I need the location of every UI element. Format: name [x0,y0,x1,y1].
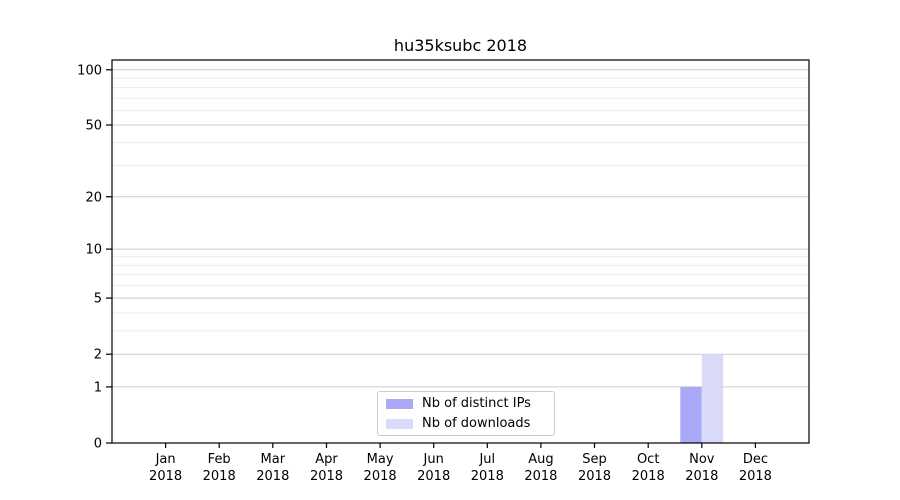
x-tick-label-month: Feb [208,452,231,467]
x-tick-label-year: 2018 [256,469,289,484]
x-tick-label-year: 2018 [310,469,343,484]
x-tick-label-year: 2018 [149,469,182,484]
legend-swatch-distinct-ips [386,398,413,409]
x-tick-label-month: Dec [743,452,768,467]
x-tick-label-month: Apr [315,452,338,467]
axes-frame [111,59,810,444]
bar-nb-of-distinct-ips [680,386,702,443]
x-tick-label-year: 2018 [685,469,718,484]
y-tick-label: 50 [85,119,102,134]
legend-label-downloads: Nb of downloads [422,416,531,431]
x-tick-label-month: Jan [155,452,176,467]
x-tick-label-month: Aug [528,452,553,467]
bar-nb-of-downloads [701,354,724,443]
x-tick-label-month: Sep [582,452,607,467]
legend-row-downloads: Nb of downloads [386,416,554,431]
x-tick-label-year: 2018 [739,469,772,484]
y-tick-label: 10 [85,243,102,258]
y-tick-label: 5 [94,292,102,307]
x-tick-label-month: Jun [423,452,444,467]
y-tick-label: 2 [94,348,102,363]
x-tick-label-year: 2018 [364,469,397,484]
x-tick-label-year: 2018 [471,469,504,484]
legend-row-distinct-ips: Nb of distinct IPs [386,396,554,411]
y-tick-label: 100 [77,63,102,78]
legend-swatch-downloads [386,418,413,429]
y-tick-label: 20 [85,190,102,205]
chart-title: hu35ksubc 2018 [393,36,528,55]
x-tick-label-month: Mar [261,452,286,467]
x-tick-label-month: Jul [478,452,495,467]
x-tick-label-year: 2018 [632,469,665,484]
legend: Nb of distinct IPs Nb of downloads [377,391,555,436]
x-tick-label-year: 2018 [578,469,611,484]
x-tick-label-month: Oct [637,452,659,467]
y-tick-label: 1 [94,380,102,395]
x-tick-label-year: 2018 [524,469,557,484]
x-tick-label-year: 2018 [417,469,450,484]
legend-label-distinct-ips: Nb of distinct IPs [422,396,531,411]
y-tick-label: 0 [94,437,102,452]
x-tick-label-month: Nov [689,452,715,467]
x-tick-label-year: 2018 [203,469,236,484]
x-tick-label-month: May [367,452,394,467]
